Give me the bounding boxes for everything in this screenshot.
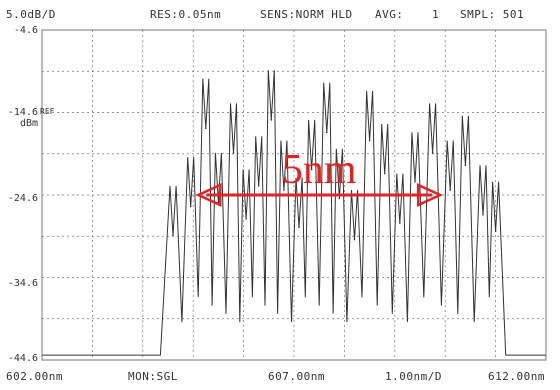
spectrum-peak — [172, 234, 174, 237]
sampling-readout: SMPL: 501 — [460, 8, 525, 21]
start-wavelength: 602.00nm — [6, 370, 63, 383]
span-arrow-left-head — [195, 183, 222, 207]
ytick-label-3: -24.6 — [7, 193, 38, 204]
span-per-div: 1.00nm/D — [385, 370, 442, 383]
spectrum-peak — [383, 172, 386, 175]
span-annotation-label: 5nm — [282, 147, 357, 193]
ref-marker: REF — [40, 107, 55, 116]
monitor-mode: MON:SGL — [128, 370, 178, 383]
sensitivity-readout: SENS:NORM HLD — [260, 8, 353, 21]
ytick-label-bottom: -44.6 — [7, 353, 38, 364]
resolution-readout: RES:0.05nm — [150, 8, 222, 21]
scale-readout: 5.0dB/D — [6, 8, 56, 21]
center-wavelength: 607.00nm — [268, 370, 325, 383]
spectrum-peak — [368, 139, 371, 142]
spectrum-peak — [449, 189, 452, 191]
spectrum-peak — [338, 197, 341, 200]
spectrum-peak — [298, 226, 300, 228]
spectrum-peak — [205, 127, 207, 129]
spectrum-peak — [245, 218, 247, 220]
spectrum-peak — [270, 119, 273, 121]
spectrum-peak — [464, 164, 467, 167]
spectrum-peak — [414, 181, 416, 183]
spectrum-peak — [431, 152, 434, 154]
ytick-label-ref: -14.6 — [7, 107, 38, 118]
average-readout: AVG: 1 — [375, 8, 440, 21]
spectrum-peak — [353, 238, 356, 241]
ytick-label-4: -34.6 — [7, 278, 38, 289]
spectrum-peak — [494, 230, 497, 233]
stop-wavelength: 612.00nm — [488, 370, 545, 383]
ytick-label-top: -4.6 — [13, 25, 38, 36]
span-arrow-right-head — [416, 183, 444, 207]
spectrum-peak — [325, 131, 328, 134]
spectrum-peak — [310, 168, 313, 171]
spectrum-peak — [257, 185, 260, 187]
spectrum-peak — [189, 205, 192, 208]
spectrum-peak — [283, 189, 285, 191]
spectrum-peak — [482, 214, 484, 216]
ref-unit: dBm — [19, 118, 38, 129]
spectrum-peak — [399, 222, 401, 224]
spectrum-peak — [232, 152, 235, 154]
spectrum-trace — [42, 70, 546, 356]
